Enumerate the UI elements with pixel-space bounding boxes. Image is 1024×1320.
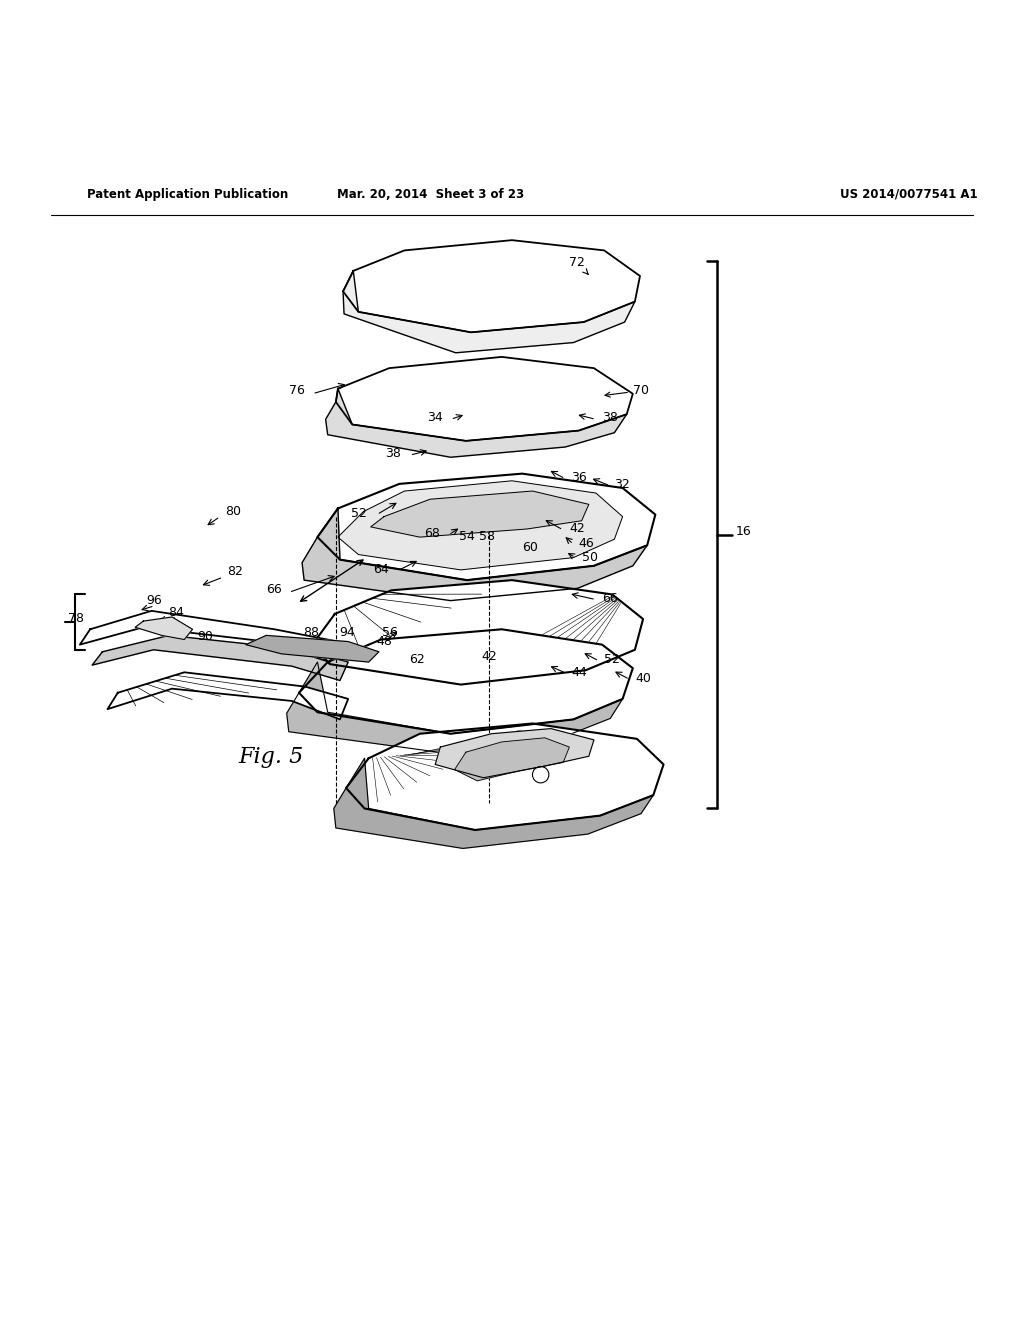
Polygon shape — [338, 480, 623, 570]
Text: 78: 78 — [68, 612, 84, 626]
Text: 92: 92 — [169, 622, 184, 635]
Text: 72: 72 — [569, 256, 588, 275]
Polygon shape — [80, 611, 338, 663]
Text: 34: 34 — [427, 412, 442, 425]
Text: 94: 94 — [340, 627, 355, 639]
Text: 48: 48 — [377, 635, 393, 648]
Polygon shape — [326, 388, 627, 457]
Text: 68: 68 — [424, 527, 440, 540]
Text: 36: 36 — [571, 471, 587, 484]
Text: 88: 88 — [303, 627, 319, 639]
Text: 52: 52 — [604, 653, 621, 667]
Text: 66: 66 — [266, 583, 282, 597]
Text: 42: 42 — [569, 521, 585, 535]
Text: 84: 84 — [168, 606, 184, 619]
Polygon shape — [312, 579, 643, 685]
Polygon shape — [346, 723, 664, 830]
Text: 50: 50 — [582, 550, 598, 564]
Polygon shape — [343, 240, 640, 333]
Text: 54: 54 — [459, 531, 475, 544]
Polygon shape — [287, 663, 623, 752]
Text: 66: 66 — [602, 591, 617, 605]
Text: 76: 76 — [289, 384, 305, 397]
Polygon shape — [302, 508, 647, 601]
Text: Fig. 5: Fig. 5 — [239, 746, 304, 768]
Text: Mar. 20, 2014  Sheet 3 of 23: Mar. 20, 2014 Sheet 3 of 23 — [337, 187, 523, 201]
Text: 62: 62 — [410, 653, 425, 667]
Polygon shape — [299, 630, 633, 734]
Text: 38: 38 — [602, 412, 618, 425]
Polygon shape — [334, 758, 653, 849]
Polygon shape — [371, 491, 589, 537]
Text: 46: 46 — [579, 537, 594, 550]
Polygon shape — [343, 271, 635, 352]
Text: 70: 70 — [605, 384, 649, 397]
Text: 38: 38 — [385, 447, 401, 461]
Text: 60: 60 — [522, 541, 539, 554]
Text: 44: 44 — [571, 667, 587, 680]
Polygon shape — [336, 356, 633, 441]
Text: 40: 40 — [635, 672, 651, 685]
Text: 96: 96 — [146, 594, 162, 607]
Text: 16: 16 — [735, 525, 751, 539]
Text: 58: 58 — [479, 531, 496, 544]
Text: 32: 32 — [614, 478, 630, 491]
Polygon shape — [108, 672, 348, 719]
Polygon shape — [455, 738, 569, 781]
Text: 56: 56 — [382, 627, 398, 639]
Text: 82: 82 — [227, 565, 244, 578]
Text: 64: 64 — [374, 562, 389, 576]
Polygon shape — [92, 635, 348, 681]
Polygon shape — [317, 474, 655, 579]
Text: US 2014/0077541 A1: US 2014/0077541 A1 — [840, 187, 977, 201]
Polygon shape — [135, 616, 193, 639]
Text: 52: 52 — [350, 507, 367, 520]
Polygon shape — [246, 635, 379, 663]
Text: 90: 90 — [198, 630, 214, 643]
Text: Patent Application Publication: Patent Application Publication — [87, 187, 289, 201]
Text: 80: 80 — [225, 504, 242, 517]
Text: 42: 42 — [481, 649, 497, 663]
Polygon shape — [435, 729, 594, 777]
